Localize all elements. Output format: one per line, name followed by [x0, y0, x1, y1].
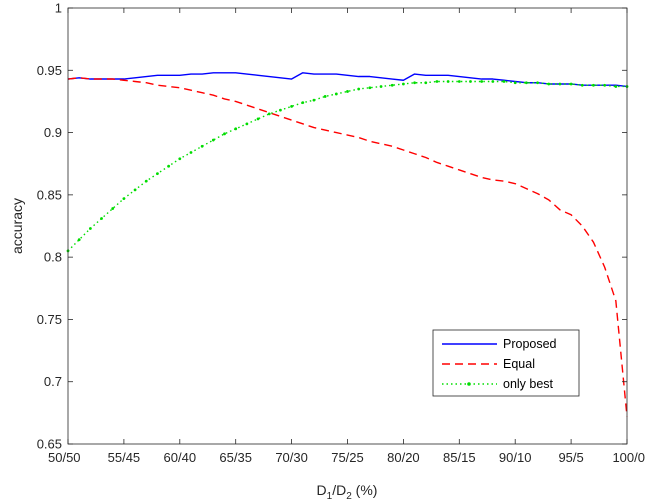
y-tick-label: 0.65	[37, 437, 62, 452]
y-tick-label: 0.75	[37, 312, 62, 327]
series-marker-only-best	[267, 112, 271, 116]
series-line-only-best	[67, 80, 627, 252]
series-marker-only-best	[346, 90, 349, 93]
legend-marker-only-best	[467, 382, 471, 386]
series-marker-only-best	[536, 81, 539, 85]
series-marker-only-best	[569, 82, 573, 86]
x-axis-title-sub1: 1	[327, 491, 333, 502]
series-marker-only-best	[491, 80, 495, 83]
series-marker-only-best	[223, 132, 226, 136]
series-marker-only-best	[480, 80, 484, 83]
x-tick-label: 100/0	[612, 450, 645, 465]
series-marker-only-best	[200, 144, 204, 148]
series-marker-only-best	[279, 108, 282, 112]
y-tick-label: 0.7	[44, 374, 62, 389]
series-marker-only-best	[558, 82, 562, 86]
series-marker-only-best	[100, 217, 103, 220]
series-line-equal	[67, 77, 628, 417]
y-tick-label: 0.85	[37, 187, 62, 202]
series-marker-only-best	[312, 98, 316, 102]
x-axis-title-unit: (%)	[352, 482, 378, 498]
series-marker-only-best	[502, 80, 506, 83]
series-marker-only-best	[402, 82, 405, 86]
y-axis-title: accuracy	[9, 198, 25, 254]
x-tick-label: 55/45	[108, 450, 141, 465]
legend: Proposed Equal only best	[432, 329, 580, 397]
series-marker-only-best	[234, 127, 238, 131]
x-tick-label: 85/15	[443, 450, 476, 465]
series-marker-only-best	[189, 151, 193, 154]
series-marker-only-best	[77, 238, 81, 242]
series-layer	[66, 72, 629, 417]
series-marker-only-best	[379, 85, 383, 88]
series-marker-only-best	[357, 87, 361, 91]
x-tick-label: 50/50	[48, 450, 81, 465]
y-tick-label: 0.8	[44, 250, 62, 265]
series-marker-only-best	[122, 197, 126, 200]
x-tick-label: 80/20	[387, 450, 420, 465]
x-axis-title: D1/D2 (%)	[317, 482, 378, 502]
series-marker-only-best	[390, 83, 394, 87]
series-marker-only-best	[424, 81, 428, 85]
x-tick-label: 95/5	[558, 450, 583, 465]
x-axis-title-d2: D	[336, 482, 346, 498]
axes-layer: 0.65 0.7 0.75 0.8 0.85 0.9 0.95 1 50/50 55/45 60/4…	[37, 1, 645, 466]
legend-label-only-best: only best	[503, 377, 554, 391]
series-marker-only-best	[88, 227, 92, 230]
series-marker-only-best	[524, 81, 528, 85]
series-marker-only-best	[469, 80, 472, 83]
x-axis-title-d: D	[317, 482, 327, 498]
series-marker-only-best	[457, 80, 461, 83]
series-marker-only-best	[435, 80, 439, 83]
series-marker-only-best	[603, 83, 607, 87]
series-marker-only-best	[323, 95, 327, 98]
series-marker-only-best	[178, 157, 182, 161]
series-marker-only-best	[167, 164, 171, 168]
x-tick-label: 75/25	[331, 450, 364, 465]
series-marker-only-best	[290, 105, 293, 108]
series-marker-only-best	[245, 122, 249, 126]
x-axis-title-slash: /	[332, 482, 336, 498]
series-marker-only-best	[111, 207, 115, 210]
series-marker-only-best	[368, 86, 372, 90]
series-marker-only-best	[301, 101, 305, 105]
legend-box	[432, 329, 580, 397]
series-marker-only-best	[513, 81, 517, 85]
series-marker-only-best	[446, 80, 450, 83]
series-marker-only-best	[547, 82, 551, 86]
series-marker-only-best	[334, 92, 338, 96]
series-marker-only-best	[144, 179, 148, 183]
series-marker-only-best	[592, 83, 595, 87]
x-tick-label: 65/35	[219, 450, 252, 465]
legend-label-equal: Equal	[503, 357, 535, 371]
y-tick-label: 1	[55, 1, 62, 16]
x-tick-label: 70/30	[275, 450, 308, 465]
series-marker-only-best	[133, 188, 137, 192]
x-tick-label: 90/10	[499, 450, 532, 465]
x-tick-label: 60/40	[164, 450, 197, 465]
y-tick-label: 0.95	[37, 63, 62, 78]
series-marker-only-best	[413, 81, 416, 85]
x-axis-title-sub2: 2	[346, 491, 352, 502]
series-marker-only-best	[256, 117, 260, 121]
series-marker-only-best	[156, 172, 159, 176]
series-marker-only-best	[211, 138, 215, 142]
legend-label-proposed: Proposed	[503, 337, 557, 351]
series-marker-only-best	[580, 83, 584, 87]
y-tick-label: 0.9	[44, 125, 62, 140]
series-marker-only-best	[614, 85, 618, 88]
